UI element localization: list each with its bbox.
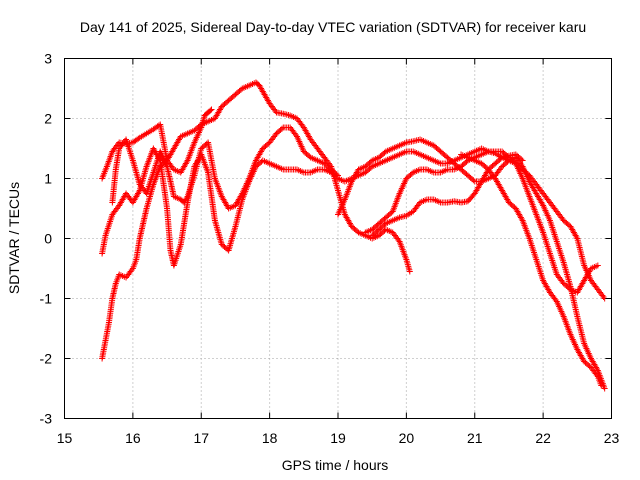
x-axis-tick-labels: 15 16 17 18 19 20 21 22 23 <box>57 430 620 446</box>
y-tick-label: 2 <box>44 111 52 127</box>
data-point <box>367 164 374 171</box>
data-point <box>470 177 477 184</box>
series-track-9 <box>458 151 605 389</box>
x-tick-label: 18 <box>262 430 278 446</box>
y-tick-label: -2 <box>40 351 53 367</box>
x-tick-label: 23 <box>604 430 620 446</box>
data-point <box>278 125 285 132</box>
data-point <box>237 86 244 93</box>
y-axis-tick-labels: -3 -2 -1 0 1 2 3 <box>40 51 53 427</box>
series-track-4 <box>109 124 341 212</box>
x-axis-label: GPS time / hours <box>282 457 389 473</box>
series-track-5 <box>335 136 608 392</box>
data-point <box>135 135 142 142</box>
data-point <box>306 153 313 160</box>
data-point <box>525 171 532 178</box>
chart-title: Day 141 of 2025, Sidereal Day-to-day VTE… <box>80 19 586 35</box>
y-tick-label: 0 <box>44 231 52 247</box>
y-tick-label: 3 <box>44 51 52 67</box>
x-tick-label: 15 <box>57 430 73 446</box>
x-tick-label: 21 <box>467 430 483 446</box>
axis-ticks <box>64 58 612 419</box>
x-tick-label: 19 <box>330 430 346 446</box>
series-track-3 <box>99 106 215 362</box>
data-point <box>519 157 526 164</box>
data-point <box>497 155 504 162</box>
data-point <box>354 228 361 235</box>
data-point <box>208 106 215 113</box>
data-points <box>99 79 608 392</box>
data-point <box>333 171 340 178</box>
x-tick-label: 20 <box>399 430 415 446</box>
data-point <box>586 363 593 370</box>
data-point <box>406 268 413 275</box>
data-point <box>601 385 608 392</box>
series-track-7 <box>362 148 601 296</box>
data-point <box>265 140 272 147</box>
y-tick-label: 1 <box>44 171 52 187</box>
data-point <box>598 382 605 389</box>
y-tick-label: -1 <box>40 291 53 307</box>
data-point <box>207 107 214 114</box>
x-tick-label: 17 <box>193 430 209 446</box>
data-point <box>381 149 388 156</box>
data-point <box>566 285 573 292</box>
x-tick-label: 16 <box>125 430 141 446</box>
y-axis-label: SDTVAR / TECUs <box>6 182 22 294</box>
y-tick-label: -3 <box>40 411 53 427</box>
data-point <box>518 156 525 163</box>
x-tick-label: 22 <box>535 430 551 446</box>
data-point <box>367 158 374 165</box>
data-point <box>594 262 601 269</box>
data-point <box>381 221 388 228</box>
data-point <box>484 165 491 172</box>
data-point <box>408 170 415 177</box>
